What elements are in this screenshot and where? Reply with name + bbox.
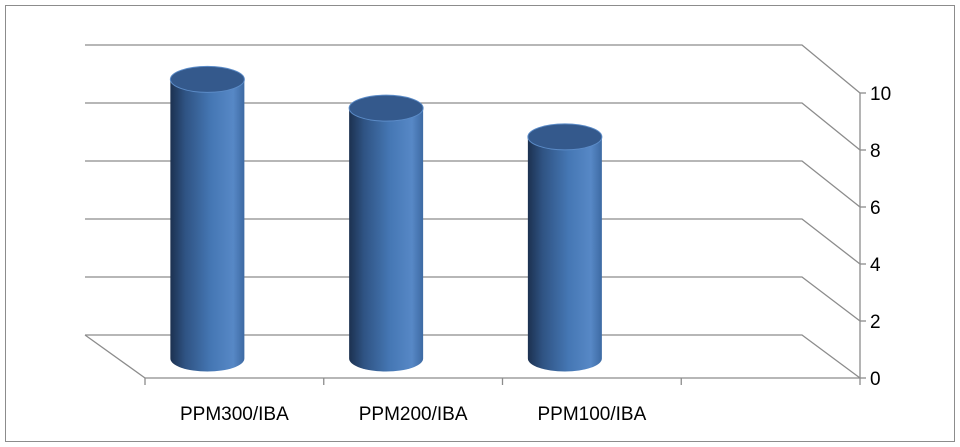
bar-top-cap	[528, 124, 602, 150]
bar-2	[349, 95, 423, 371]
floor-left-edge	[85, 335, 145, 378]
x-tick-label: PPM100/IBA	[537, 404, 646, 425]
y-tick-label: 0	[870, 369, 881, 390]
x-tick-label: PPM300/IBA	[180, 404, 289, 425]
y-tick-label: 10	[870, 84, 891, 105]
bar-top-cap	[170, 66, 244, 92]
y-tick-label: 4	[870, 255, 881, 276]
bar-body	[528, 137, 602, 372]
y-tick-label: 2	[870, 312, 881, 333]
bar-body	[349, 108, 423, 371]
bar-1	[170, 66, 244, 371]
bar-body	[170, 79, 244, 371]
y-tick-label: 6	[870, 198, 881, 219]
y-tick-label: 8	[870, 141, 881, 162]
bars	[170, 66, 602, 371]
bar-top-cap	[349, 95, 423, 121]
x-tick-label: PPM200/IBA	[359, 404, 468, 425]
bar-3	[528, 124, 602, 372]
